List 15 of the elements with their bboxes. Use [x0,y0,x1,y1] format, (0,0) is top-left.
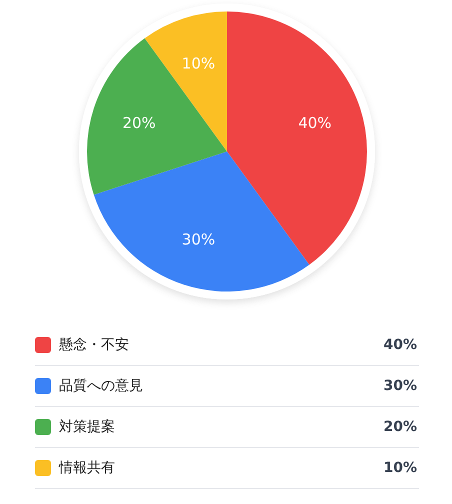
pie-slice [94,152,310,292]
data-label: 30% [182,230,216,248]
pie-slice [227,12,367,265]
text: 40% [383,337,417,353]
legend-label: 品質への意見 [59,378,143,394]
legend-label: 情報共有 [58,460,115,476]
legend-label: 対策提案 [59,418,115,435]
text: 30% [383,378,417,394]
legend-label: 懸念・不安 [58,337,129,353]
text: 20% [383,419,417,435]
pie-slice [87,38,227,195]
data-label: 20% [122,114,156,132]
text: 10% [383,460,417,476]
data-label: 10% [182,54,216,73]
data-label: 40% [298,114,332,132]
